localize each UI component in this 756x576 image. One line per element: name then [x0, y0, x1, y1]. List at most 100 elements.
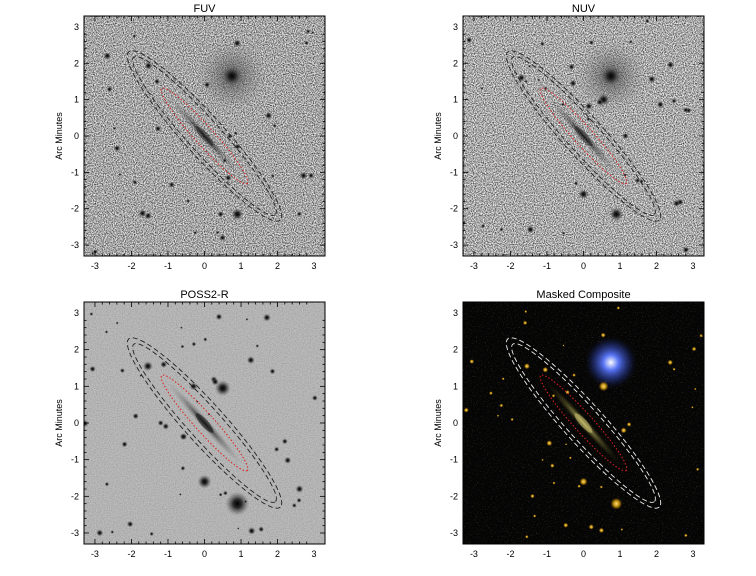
x-tick-label: 1 [618, 261, 623, 271]
star [273, 446, 280, 453]
panel-title: FUV [194, 3, 217, 15]
x-tick-label: 1 [239, 261, 244, 271]
star [524, 79, 528, 84]
inner-aperture-ellipse [160, 87, 249, 185]
x-tick-label: -1 [164, 549, 172, 559]
star [247, 526, 256, 535]
star [568, 63, 575, 71]
panel-nuv: -3 -2 -1 0 1 2 3 3 2 1 0 -1 -2 -3 NUV Arc Minutes [433, 3, 705, 271]
star [620, 427, 627, 434]
star [219, 234, 226, 242]
star [552, 481, 556, 485]
x-tick-label: 1 [239, 549, 244, 559]
star [113, 144, 121, 152]
star [272, 123, 277, 128]
star [561, 231, 566, 236]
star [691, 406, 694, 409]
star [168, 181, 175, 188]
star [466, 36, 473, 44]
star [667, 359, 673, 366]
star [154, 78, 161, 85]
star [527, 64, 532, 68]
panel-poss2-r: -3 -2 -1 0 1 2 3 3 2 1 0 -1 -2 -3 POSS2-R Arc Minutes [54, 289, 326, 559]
star [579, 477, 588, 486]
star [118, 173, 122, 177]
x-tick-label: 3 [312, 261, 317, 271]
x-tick-label: -1 [543, 549, 551, 559]
star [480, 86, 484, 90]
star [132, 412, 139, 420]
star [104, 330, 109, 334]
x-tick-label: -3 [470, 261, 478, 271]
star [142, 361, 153, 372]
star [295, 485, 304, 493]
star [573, 181, 579, 186]
y-tick-label: -2 [450, 204, 458, 214]
star [628, 40, 633, 44]
star [217, 211, 224, 218]
star [154, 125, 162, 132]
star [578, 189, 589, 200]
x-tick-label: 2 [275, 261, 280, 271]
star [264, 111, 273, 120]
axis-ticks [84, 302, 325, 544]
star [598, 527, 605, 534]
star [233, 39, 242, 48]
star [682, 246, 690, 254]
y-tick-label: -2 [71, 491, 79, 501]
star [112, 126, 117, 131]
y-tick-label: 2 [74, 58, 79, 68]
star [600, 332, 606, 338]
x-tick-label: 0 [581, 261, 586, 271]
x-tick-label: 2 [654, 261, 659, 271]
star [311, 395, 318, 401]
star [666, 61, 675, 69]
star [110, 530, 115, 534]
axis-ticks [84, 16, 325, 256]
star [89, 365, 96, 373]
star [218, 492, 223, 497]
star [550, 463, 555, 468]
star [211, 378, 219, 386]
y-tick-label: 1 [453, 381, 458, 391]
star [584, 102, 593, 111]
star [501, 377, 505, 381]
star [89, 312, 94, 316]
star [84, 419, 89, 428]
star [639, 179, 644, 184]
axis-ticks [463, 302, 704, 544]
star [180, 433, 188, 441]
star [193, 230, 198, 235]
star [296, 497, 302, 503]
x-tick-label: -3 [470, 549, 478, 559]
star [221, 66, 242, 86]
star [233, 131, 238, 136]
star [522, 320, 528, 326]
star [480, 223, 486, 229]
star [634, 177, 641, 184]
star [610, 497, 623, 510]
star [262, 313, 271, 322]
x-tick-label: 2 [654, 549, 659, 559]
star [197, 474, 212, 489]
star [269, 368, 276, 375]
outer-aperture-ellipse [132, 56, 277, 216]
star [541, 458, 544, 462]
star [499, 227, 504, 232]
inner-aperture-ellipse [539, 87, 628, 185]
star [525, 535, 529, 539]
axis-ticks [463, 16, 704, 256]
inner-aperture-ellipse [539, 374, 628, 472]
panel-masked-composite: -3 -2 -1 0 1 2 3 3 2 1 0 -1 -2 -3 Masked Composite Arc … [433, 289, 705, 559]
y-tick-label: -1 [71, 455, 79, 465]
galaxy-core [574, 126, 593, 146]
star [215, 230, 220, 235]
y-axis-label: Arc Minutes [54, 399, 64, 447]
y-tick-label: 1 [453, 95, 458, 105]
star [222, 158, 227, 163]
star [231, 208, 244, 221]
star [291, 502, 297, 508]
star [106, 86, 113, 93]
y-tick-label: 3 [453, 308, 458, 318]
